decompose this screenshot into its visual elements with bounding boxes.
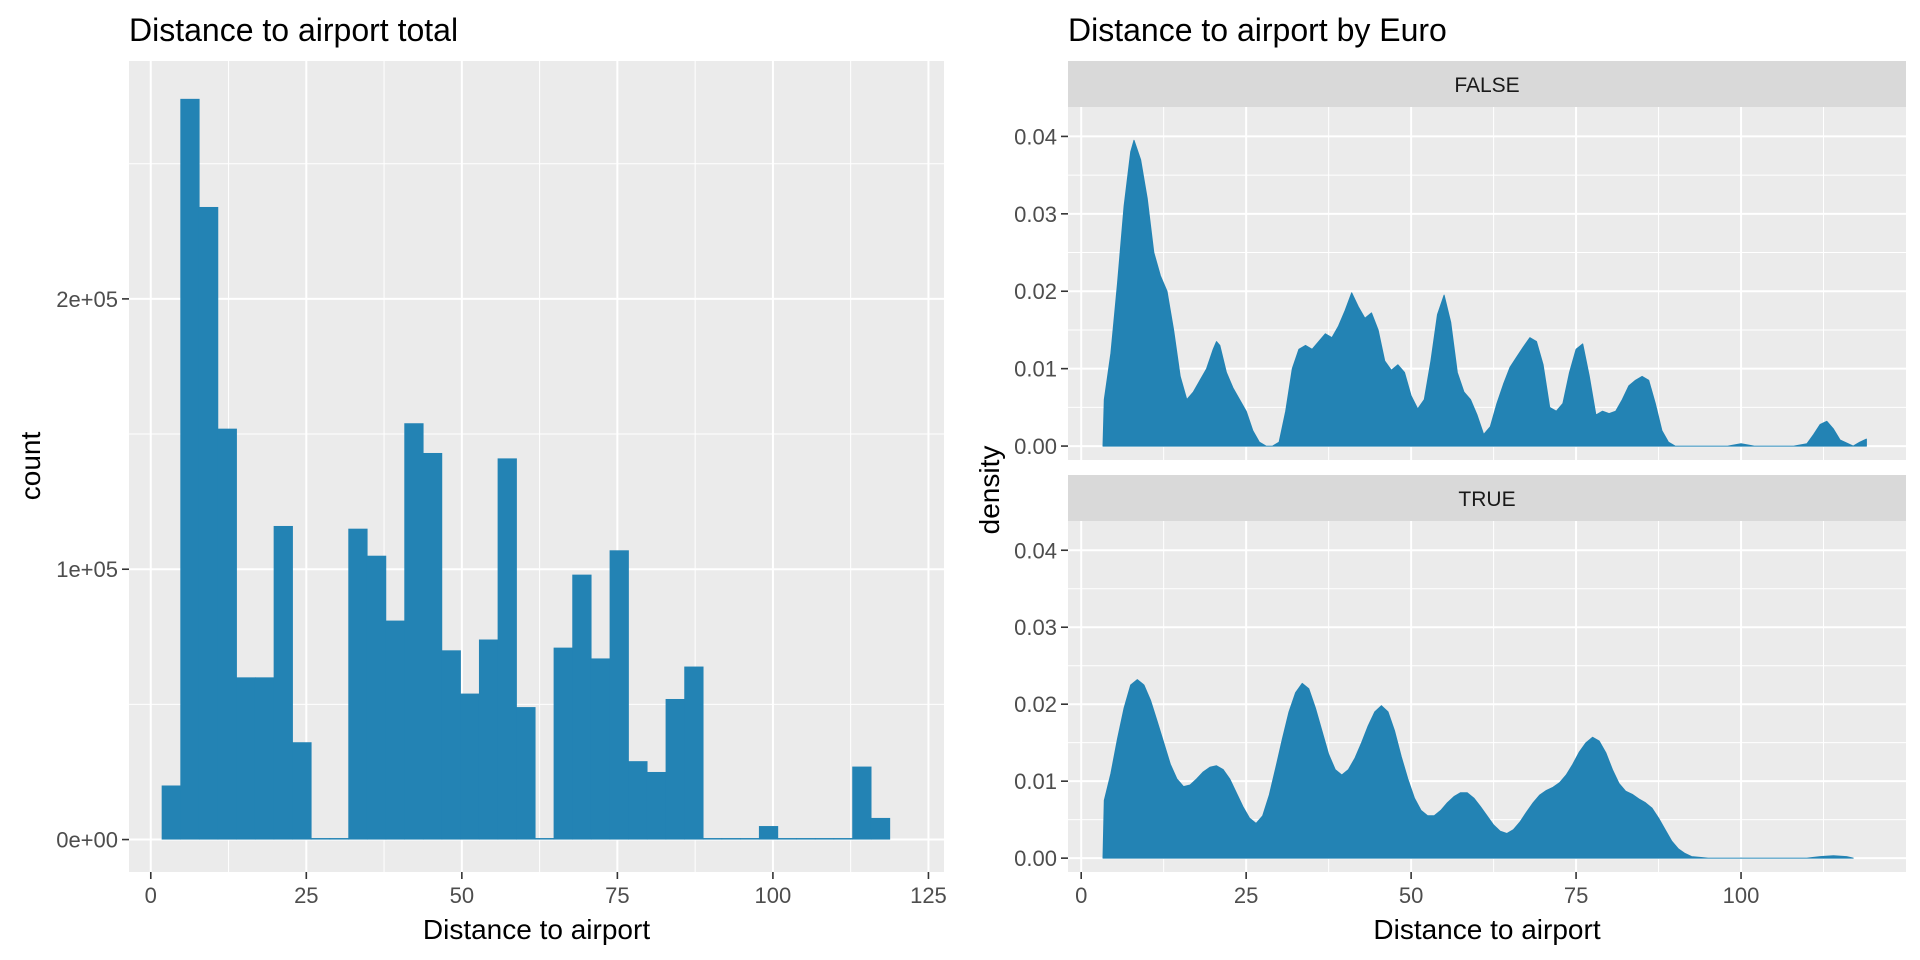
histogram-bar [310,838,331,840]
histogram-x-tick-label: 75 [605,883,629,908]
histogram-bar [478,639,499,840]
histogram-x-tick-label: 50 [450,883,474,908]
histogram-bar [721,838,741,840]
density-y-tick-label-false: 0.02 [1014,279,1057,304]
histogram-x-axis-title: Distance to airport [423,914,650,945]
density-areas [1102,139,1867,859]
histogram-bar [292,742,312,840]
density-x-tick-label: 25 [1234,883,1258,908]
density-x-tick-label: 50 [1399,883,1423,908]
density-y-tick-label-true: 0.02 [1014,692,1057,717]
density-y-tick-label-false: 0.04 [1014,124,1057,149]
histogram-bar [609,550,629,840]
histogram-bar [217,428,237,840]
histogram-bar [348,528,368,840]
histogram-x-tick-label: 0 [145,883,157,908]
histogram-bar [740,838,760,840]
density-x-tick-label: 75 [1564,883,1588,908]
histogram-x-tick-label: 125 [910,883,947,908]
density-y-tick-label-false: 0.00 [1014,434,1057,459]
histogram-chart: Distance to airport total 0 25 50 75 100 1250… [15,12,947,945]
facet-strip-false [1068,61,1906,107]
facet-label-false: FALSE [1454,74,1519,97]
density-chart: Distance to airport by Euro FALSE TRUE 0… [974,12,1906,945]
density-area-false [1102,139,1867,447]
histogram-bar [460,693,480,840]
density-y-tick-label-false: 0.03 [1014,202,1057,227]
density-x-axis-title: Distance to airport [1373,914,1600,945]
histogram-bar [236,677,256,840]
density-y-tick-label-false: 0.01 [1014,357,1057,382]
histogram-x-tick-label: 100 [755,883,792,908]
histogram-y-tick-label: 0e+00 [56,828,118,853]
histogram-bar [665,698,685,840]
histogram-y-tick-label: 2e+05 [56,287,118,312]
histogram-bar [833,838,853,840]
facet-strip-true [1068,475,1906,521]
histogram-bar [590,658,611,840]
histogram-bar [777,838,797,840]
histogram-bar [404,423,424,840]
histogram-bar [254,677,275,840]
histogram-bar [366,555,387,840]
histogram-bar [758,826,779,840]
histogram-bar [441,650,461,840]
facet-label-true: TRUE [1458,488,1515,511]
histogram-bar [198,206,219,840]
histogram-bar [516,707,536,840]
histogram-bar [385,620,405,840]
density-y-tick-label-true: 0.03 [1014,615,1057,640]
histogram-bar [553,647,573,840]
histogram-bar [572,574,592,840]
density-y-axis-title: density [974,446,1005,535]
histogram-bar [684,666,704,840]
histogram-axes: 0 25 50 75 100 125 0e+00 1e+05 2e+05 [56,287,947,908]
histogram-x-tick-label: 25 [294,883,318,908]
histogram-bar [628,761,648,840]
histogram-bar [422,452,443,840]
density-x-tick-label: 0 [1075,883,1087,908]
histogram-bar [180,98,200,840]
histogram-bar [852,766,872,840]
density-title: Distance to airport by Euro [1068,12,1447,48]
histogram-bar [273,525,293,840]
histogram-bar [796,838,816,840]
density-y-tick-label-true: 0.01 [1014,769,1057,794]
histogram-bar [870,817,891,840]
histogram-y-axis-title: count [15,432,46,501]
histogram-bar [534,838,555,840]
histogram-title: Distance to airport total [129,12,458,48]
density-axes: 0.00 0.01 0.02 0.03 0.04 0.00 0.01 0.02 0.03 0.04… [1014,124,1759,908]
density-y-tick-label-true: 0.00 [1014,846,1057,871]
density-x-tick-label: 100 [1723,883,1760,908]
density-y-tick-label-true: 0.04 [1014,538,1057,563]
histogram-bar [329,838,349,840]
histogram-bar [702,838,723,840]
histogram-y-tick-label: 1e+05 [56,557,118,582]
histogram-bar [497,458,517,840]
density-area-true [1102,679,1854,859]
histogram-bar [814,838,835,840]
histogram-bars [161,98,891,840]
histogram-bar [646,771,667,840]
histogram-bar [161,785,181,840]
